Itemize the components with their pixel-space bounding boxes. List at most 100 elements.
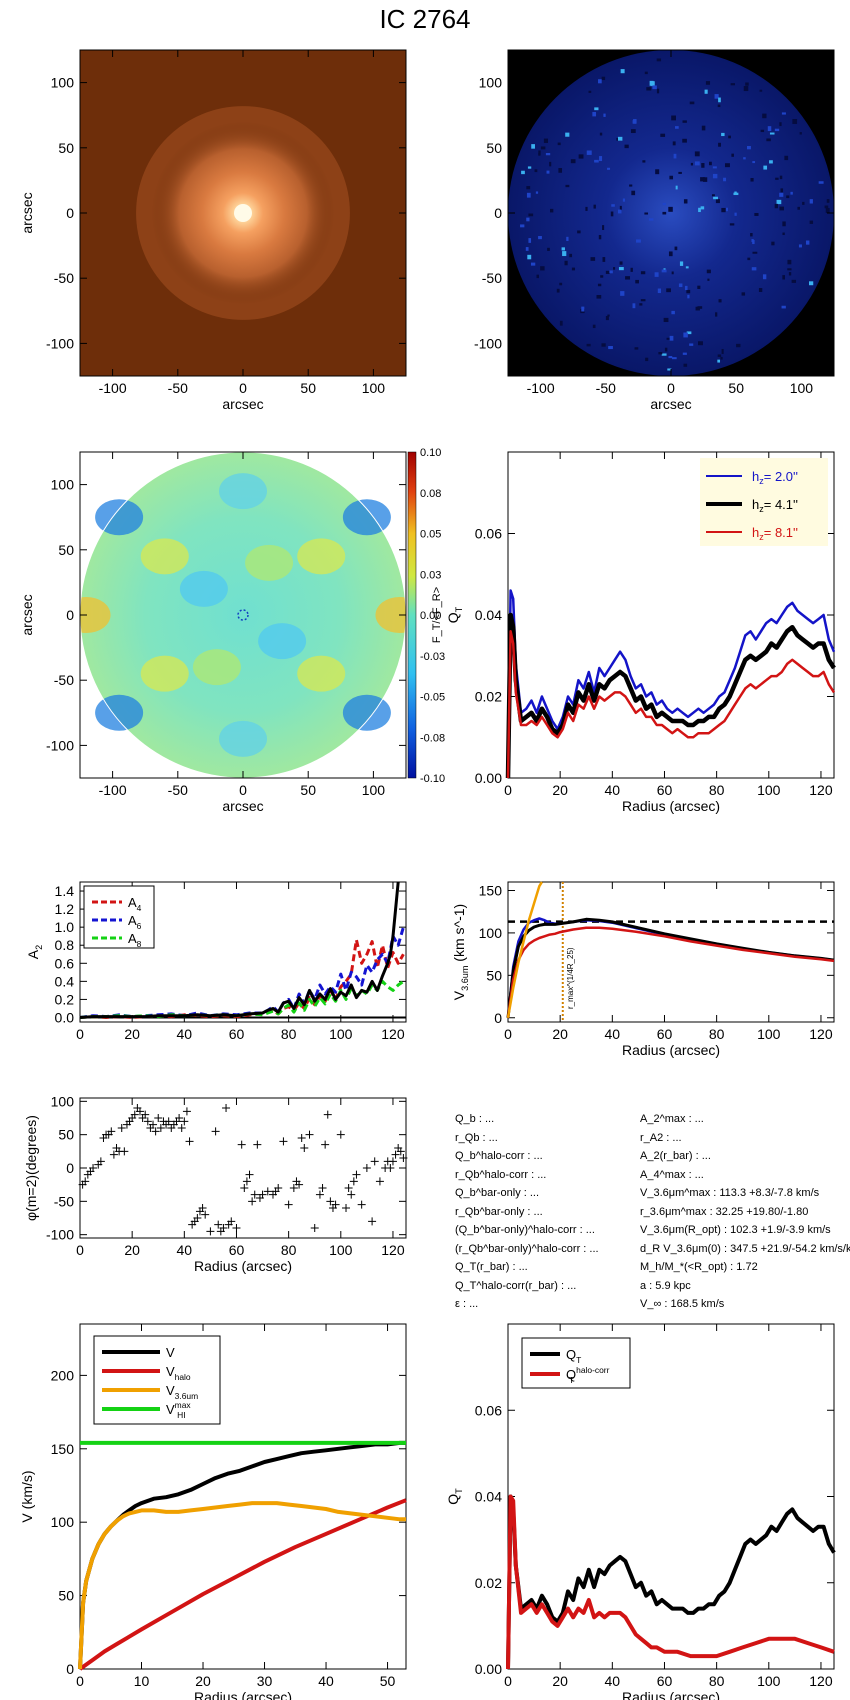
x-tick-label: 50 [300, 380, 316, 396]
legend-label: QT [566, 1347, 581, 1365]
param-row-right: d_R V_3.6μm(0) : 347.5 +21.9/-54.2 km/s/… [640, 1242, 850, 1255]
x-tick-label: -100 [527, 380, 555, 396]
x-tick-label: 40 [605, 1673, 621, 1689]
x-axis-label: Radius (arcsec) [622, 798, 720, 814]
legend-label: V3.6um [166, 1383, 198, 1401]
y-tick-label: 200 [51, 1367, 75, 1383]
plot-frame [79, 1097, 407, 1239]
residual-speckle [682, 120, 687, 123]
residual-speckle [620, 69, 625, 74]
x-tick-label: -100 [99, 782, 127, 798]
residual-speckle [787, 268, 792, 271]
y-tick-label: 0 [66, 1661, 74, 1677]
residual-speckle [625, 276, 631, 280]
panel-qt-hz: 0 20 40 60 80 100 120 0.00 0.02 0.04 0.06 Radius (a… [445, 451, 836, 814]
residual-speckle [635, 279, 639, 284]
y-tick-label: 0 [66, 1160, 74, 1176]
panel-velocity: 0 20 40 60 80 100 120 0 50 100 150 Radius (arcsec) V… [451, 881, 835, 1058]
param-row-left: (r_Qb^bar-only)^halo-corr : ... [455, 1242, 599, 1255]
residual-speckle [751, 267, 757, 271]
phase-point [386, 1164, 395, 1172]
residual-speckle [694, 151, 700, 157]
phase-point [375, 1177, 384, 1186]
residual-speckle [769, 160, 773, 164]
force-map-feature [192, 649, 241, 686]
residual-speckle [526, 217, 530, 222]
residual-speckle [620, 291, 625, 296]
residual-speckle [527, 254, 532, 260]
residual-speckle [664, 347, 668, 352]
residual-speckle [818, 181, 824, 184]
residual-speckle [624, 144, 629, 149]
colorbar-tick-label: -0.08 [420, 732, 445, 744]
rotation-curve-line [78, 1498, 407, 1671]
residual-speckle [754, 212, 759, 216]
residual-speckle [617, 209, 622, 214]
residual-speckle [652, 85, 657, 90]
residual-speckle [698, 207, 701, 213]
x-tick-label: 0 [76, 1673, 84, 1689]
residual-speckle [654, 272, 659, 277]
residual-speckle [701, 163, 705, 168]
residual-speckle [601, 76, 606, 81]
residual-speckle [791, 279, 797, 283]
residual-speckle [602, 225, 605, 230]
residual-speckle [694, 161, 700, 166]
phase-point [214, 1220, 223, 1229]
phase-point [284, 1200, 293, 1209]
x-tick-label: 0 [504, 782, 512, 798]
residual-speckle [559, 282, 563, 286]
residual-speckle [721, 348, 724, 354]
residual-speckle [599, 156, 603, 162]
phase-point [250, 1190, 259, 1199]
panel-qt-halo: 0 20 40 60 80 100 120 0.00 0.02 0.04 0.06 Radius (a… [445, 1323, 836, 1700]
phase-point [164, 1117, 173, 1126]
y-axis-label: arcsec [19, 594, 35, 635]
residual-speckle [618, 267, 624, 271]
force-map-feature [342, 694, 391, 731]
force-map-feature [258, 623, 307, 660]
rmax-label: r_max^(1/4R_25) [566, 947, 575, 1009]
residual-speckle [630, 267, 633, 272]
x-tick-label: 50 [300, 782, 316, 798]
residual-speckle [762, 113, 767, 119]
residual-speckle [526, 192, 531, 198]
param-row-right: r_A2 : ... [640, 1131, 682, 1144]
y-axis-label: φ(m=2)(degrees) [23, 1115, 39, 1221]
force-map-feature [95, 499, 144, 536]
residual-speckle [682, 352, 687, 355]
residual-speckle [667, 368, 672, 371]
residual-speckle [760, 129, 765, 133]
y-tick-label: 1.4 [55, 883, 75, 899]
residual-speckle [689, 343, 694, 346]
residual-speckle [725, 207, 729, 212]
phase-point [227, 1217, 236, 1226]
phase-point [154, 1114, 163, 1122]
legend-label: Vmax HI [166, 1400, 191, 1420]
legend-label: V [166, 1345, 175, 1360]
x-tick-label: -50 [168, 782, 188, 798]
residual-speckle [809, 220, 814, 224]
residual-speckle [790, 191, 793, 195]
y-tick-label: 0.0 [55, 1009, 75, 1025]
fourier-curve [79, 938, 405, 1019]
phase-point [370, 1157, 379, 1166]
x-tick-label: 100 [790, 380, 814, 396]
residual-speckle [633, 119, 637, 124]
phase-point [310, 1224, 319, 1232]
x-tick-label: 20 [124, 1026, 140, 1042]
residual-speckle [779, 206, 784, 211]
param-row-left: r_Qb^halo-corr : ... [455, 1168, 547, 1181]
residual-speckle [743, 86, 749, 92]
x-tick-label: 60 [657, 1673, 673, 1689]
plot-frame [79, 1323, 407, 1670]
phase-point [336, 1130, 345, 1139]
force-map-feature [375, 597, 406, 633]
legend-label: Qhalo-corr T [566, 1365, 610, 1385]
y-tick-label: 100 [479, 925, 503, 941]
plot-frame [507, 881, 835, 1023]
x-tick-label: 60 [229, 1242, 245, 1258]
residual-speckle [538, 150, 541, 156]
phase-point [211, 1127, 220, 1136]
